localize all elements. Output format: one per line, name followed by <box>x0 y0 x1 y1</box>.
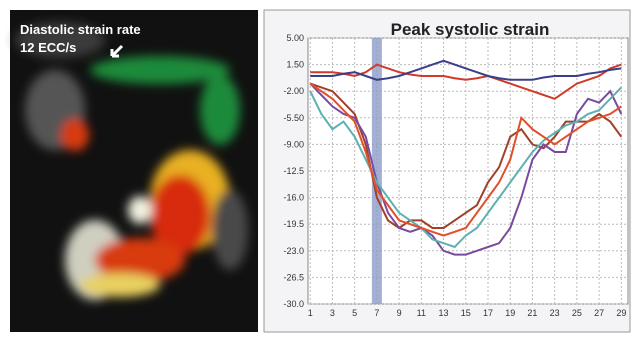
arrow <box>110 44 124 58</box>
x-tick-label: 11 <box>417 308 426 318</box>
image-texture <box>15 22 248 300</box>
x-tick-label: 15 <box>461 308 471 318</box>
x-tick-label: 25 <box>572 308 582 318</box>
image-title: Diastolic strain rate <box>20 22 141 37</box>
y-tick-label: -16.0 <box>283 193 304 203</box>
series-line <box>309 82 623 256</box>
x-tick-label: 23 <box>550 308 560 318</box>
y-tick-label: -23.0 <box>283 246 304 256</box>
y-tick-label: 1.50 <box>286 60 304 70</box>
x-tick-label: 1 <box>308 308 313 318</box>
x-tick-label: 19 <box>505 308 515 318</box>
y-tick-label: -26.5 <box>283 272 304 282</box>
x-tick-label: 21 <box>527 308 537 318</box>
image-label: 12 ECC/s <box>20 40 76 55</box>
series-line <box>310 63 622 100</box>
x-tick-label: 9 <box>397 308 402 318</box>
x-tick-label: 5 <box>352 308 357 318</box>
series-line <box>310 59 622 81</box>
series-line <box>309 82 622 237</box>
y-tick-label: -30.0 <box>283 299 304 309</box>
x-tick-label: 27 <box>594 308 604 318</box>
x-tick-label: 29 <box>616 308 626 318</box>
x-tick-label: 13 <box>439 308 449 318</box>
x-tick-label: 7 <box>374 308 379 318</box>
chart: Peak systolic strain 5.00 1.50 -2.00 -5.50 -9… <box>283 20 629 318</box>
strain-image: Diastolic strain rate 12 ECC/s <box>10 10 258 332</box>
series-line <box>309 86 623 249</box>
y-tick-label: 5.00 <box>286 33 304 43</box>
highlight-band <box>371 38 382 304</box>
y-tick-label: -12.5 <box>283 166 304 176</box>
chart-title: Peak systolic strain <box>391 20 550 39</box>
y-tick-label: -5.50 <box>283 113 304 123</box>
y-tick-label: -9.00 <box>283 139 304 149</box>
x-tick-label: 17 <box>483 308 493 318</box>
x-tick-label: 3 <box>330 308 335 318</box>
y-tick-label: -2.00 <box>283 86 304 96</box>
series-line <box>309 82 623 230</box>
y-tick-label: -19.5 <box>283 219 304 229</box>
